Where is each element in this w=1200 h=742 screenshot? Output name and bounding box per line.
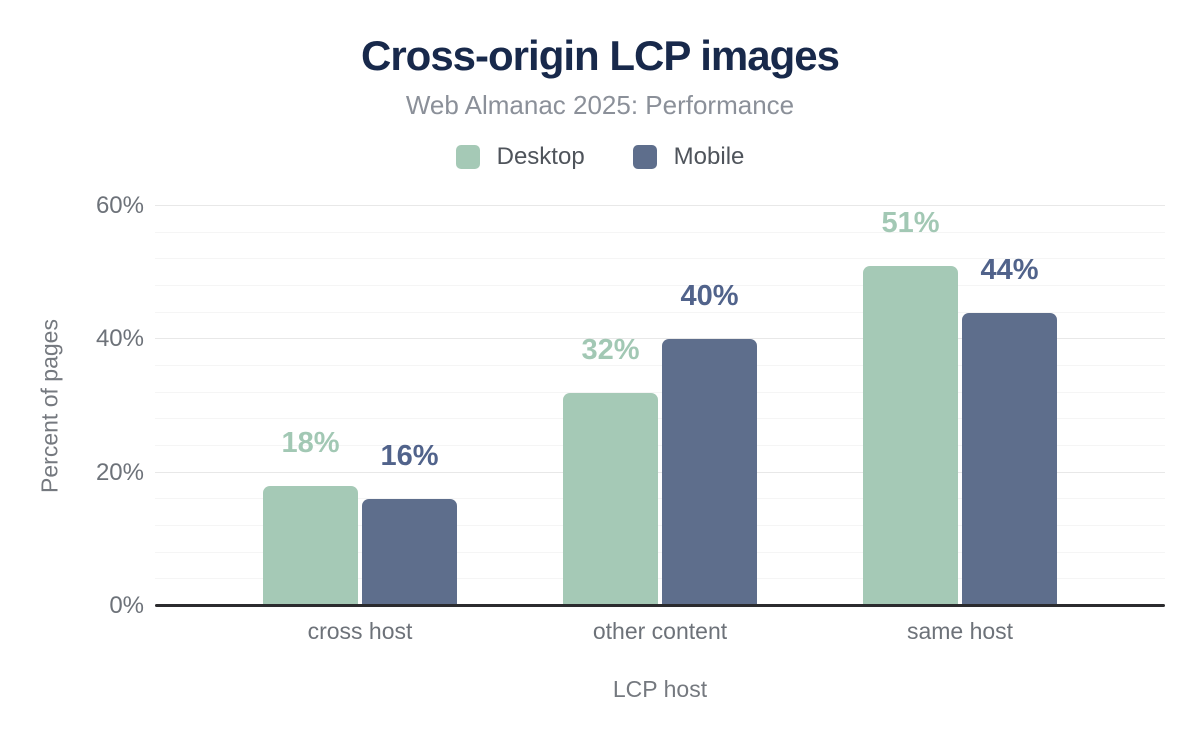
bar-mobile-other-content[interactable] bbox=[662, 339, 757, 606]
minor-gridline bbox=[155, 525, 1165, 526]
x-category-label-cross-host: cross host bbox=[307, 618, 413, 644]
bar-label-mobile-cross-host: 16% bbox=[380, 440, 439, 473]
bar-desktop-same-host[interactable] bbox=[863, 266, 958, 606]
bar-mobile-cross-host[interactable] bbox=[362, 499, 457, 606]
y-tick-label: 0% bbox=[109, 592, 144, 619]
y-tick-label: 60% bbox=[95, 192, 144, 219]
minor-gridline bbox=[155, 391, 1165, 393]
minor-gridline bbox=[155, 285, 1165, 286]
x-category-label-other-content: other content bbox=[592, 618, 728, 644]
chart-subtitle: Web Almanac 2025: Performance bbox=[405, 90, 795, 120]
bar-label-mobile-same-host: 44% bbox=[980, 253, 1039, 286]
minor-gridline bbox=[155, 418, 1165, 420]
minor-gridline bbox=[155, 258, 1165, 260]
bar-label-mobile-other-content: 40% bbox=[680, 280, 739, 313]
minor-gridline bbox=[155, 365, 1165, 366]
legend-label-desktop: Desktop bbox=[496, 143, 585, 170]
minor-gridline bbox=[155, 231, 1165, 233]
bar-mobile-same-host[interactable] bbox=[962, 312, 1057, 606]
major-gridline bbox=[155, 205, 1165, 206]
minor-gridline bbox=[155, 578, 1165, 580]
y-tick-label: 40% bbox=[95, 325, 144, 353]
major-gridline bbox=[155, 338, 1165, 340]
x-axis-title: LCP host bbox=[612, 676, 708, 702]
bar-desktop-other-content[interactable] bbox=[563, 392, 658, 606]
desktop-series-swatch-icon bbox=[455, 145, 480, 169]
minor-gridline bbox=[155, 551, 1165, 553]
legend-label-mobile: Mobile bbox=[673, 143, 745, 170]
mobile-series-swatch-icon bbox=[632, 145, 657, 169]
minor-gridline bbox=[155, 311, 1165, 313]
bar-desktop-cross-host[interactable] bbox=[263, 486, 358, 606]
legend: Desktop Mobile bbox=[0, 143, 1200, 171]
bar-label-desktop-same-host: 51% bbox=[881, 207, 940, 239]
bar-label-desktop-cross-host: 18% bbox=[281, 427, 340, 459]
major-gridline bbox=[155, 471, 1165, 473]
legend-item-desktop[interactable]: Desktop bbox=[455, 143, 585, 171]
legend-item-mobile[interactable]: Mobile bbox=[632, 143, 745, 171]
x-axis-line bbox=[155, 604, 1165, 607]
minor-gridline bbox=[155, 498, 1165, 500]
plot-area: 18% 16% 32% 40% 51% 44% bbox=[155, 205, 1165, 607]
chart-title: Cross-origin LCP images bbox=[360, 32, 840, 79]
y-tick-label: 20% bbox=[95, 458, 144, 486]
bar-label-desktop-other-content: 32% bbox=[581, 333, 640, 366]
x-category-label-same-host: same host bbox=[906, 618, 1014, 644]
x-axis-labels: cross host other content same host bbox=[155, 618, 1165, 648]
y-axis-labels: 0% 20% 40% 60% bbox=[0, 194, 146, 618]
minor-gridline bbox=[155, 445, 1165, 446]
